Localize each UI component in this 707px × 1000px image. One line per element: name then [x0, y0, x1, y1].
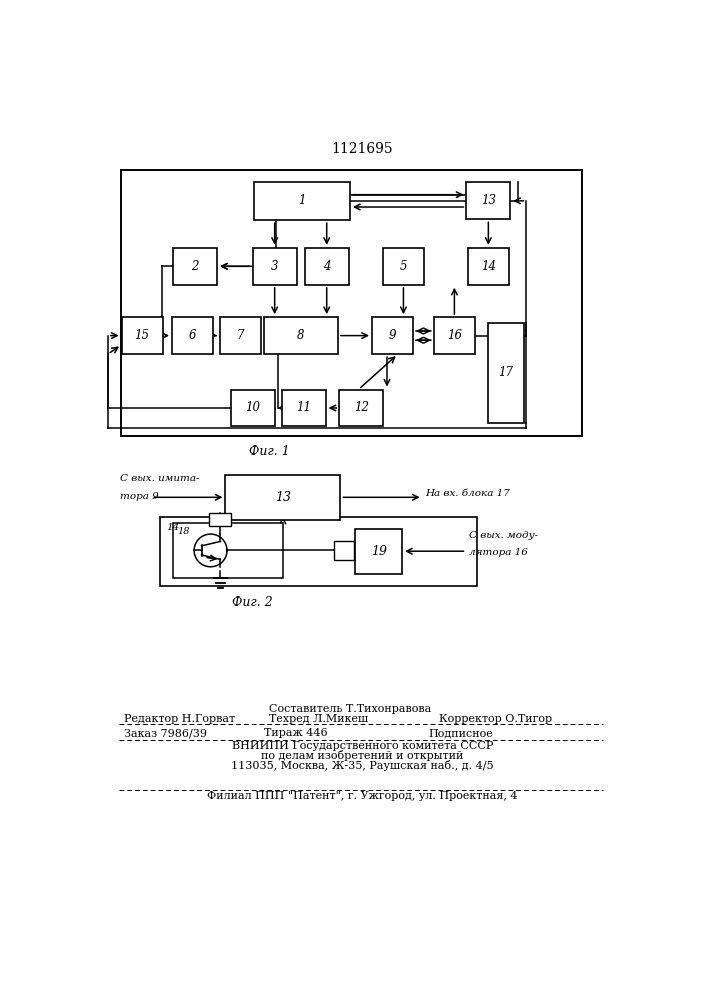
- Text: 2: 2: [192, 260, 199, 273]
- Text: 14: 14: [166, 523, 180, 532]
- Text: 15: 15: [134, 329, 150, 342]
- Text: 16: 16: [447, 329, 462, 342]
- Bar: [254, 182, 350, 220]
- Text: лятора 16: лятора 16: [469, 548, 528, 557]
- Text: 14: 14: [481, 260, 496, 273]
- Text: С вых. имита-: С вых. имита-: [120, 474, 199, 483]
- Bar: [226, 475, 341, 520]
- Text: Филиал ППП "Патент", г. Ужгород, ул. Проектная, 4: Филиал ППП "Патент", г. Ужгород, ул. Про…: [207, 791, 518, 801]
- Text: тора 9: тора 9: [120, 492, 159, 501]
- Text: 6: 6: [189, 329, 197, 342]
- Bar: [209, 513, 231, 526]
- Bar: [334, 541, 354, 560]
- Text: по делам изобретений и открытий: по делам изобретений и открытий: [261, 750, 464, 761]
- Text: 19: 19: [370, 545, 387, 558]
- Text: 13: 13: [275, 491, 291, 504]
- Bar: [282, 389, 326, 426]
- Bar: [356, 529, 402, 574]
- Text: Редактор Н.Горват: Редактор Н.Горват: [124, 714, 235, 724]
- Bar: [220, 317, 262, 354]
- Bar: [372, 317, 413, 354]
- Bar: [231, 389, 275, 426]
- Bar: [122, 317, 163, 354]
- Text: Фиг. 2: Фиг. 2: [233, 596, 273, 609]
- Bar: [173, 248, 217, 285]
- Bar: [468, 248, 509, 285]
- Bar: [467, 182, 510, 219]
- Text: 4: 4: [323, 260, 330, 273]
- Text: Техред Л.Микеш: Техред Л.Микеш: [269, 714, 368, 724]
- Text: 10: 10: [245, 401, 260, 414]
- Text: 5: 5: [399, 260, 407, 273]
- Text: 1: 1: [298, 194, 306, 207]
- Text: 12: 12: [354, 401, 369, 414]
- Text: Заказ 7986/39: Заказ 7986/39: [124, 728, 207, 738]
- Bar: [383, 248, 424, 285]
- Bar: [488, 323, 524, 423]
- Text: 113035, Москва, Ж-35, Раушская наб., д. 4/5: 113035, Москва, Ж-35, Раушская наб., д. …: [231, 760, 493, 771]
- Text: 13: 13: [481, 194, 496, 207]
- Bar: [434, 317, 475, 354]
- Bar: [305, 248, 349, 285]
- Text: Тираж 446: Тираж 446: [264, 728, 327, 738]
- Text: 8: 8: [297, 329, 305, 342]
- Bar: [339, 389, 383, 426]
- Text: 17: 17: [498, 366, 513, 379]
- Bar: [264, 317, 338, 354]
- Text: 11: 11: [296, 401, 311, 414]
- Bar: [160, 517, 477, 586]
- Text: ВНИИПИ Государственного комитета СССР: ВНИИПИ Государственного комитета СССР: [232, 741, 493, 751]
- Bar: [172, 317, 213, 354]
- Text: На вх. блока 17: На вх. блока 17: [426, 489, 510, 498]
- Text: 3: 3: [271, 260, 279, 273]
- Bar: [253, 248, 297, 285]
- Bar: [173, 523, 283, 578]
- Text: 9: 9: [389, 329, 396, 342]
- Text: 7: 7: [237, 329, 245, 342]
- Text: Составитель Т.Тихонравова: Составитель Т.Тихонравова: [269, 704, 431, 714]
- Text: С вых. моду-: С вых. моду-: [469, 531, 538, 540]
- Text: Подписное: Подписное: [428, 728, 493, 738]
- Text: Корректор О.Тигор: Корректор О.Тигор: [439, 714, 552, 724]
- Bar: [122, 170, 582, 436]
- Text: Фиг. 1: Фиг. 1: [249, 445, 290, 458]
- Text: 18: 18: [177, 527, 190, 536]
- Text: 1121695: 1121695: [332, 142, 393, 156]
